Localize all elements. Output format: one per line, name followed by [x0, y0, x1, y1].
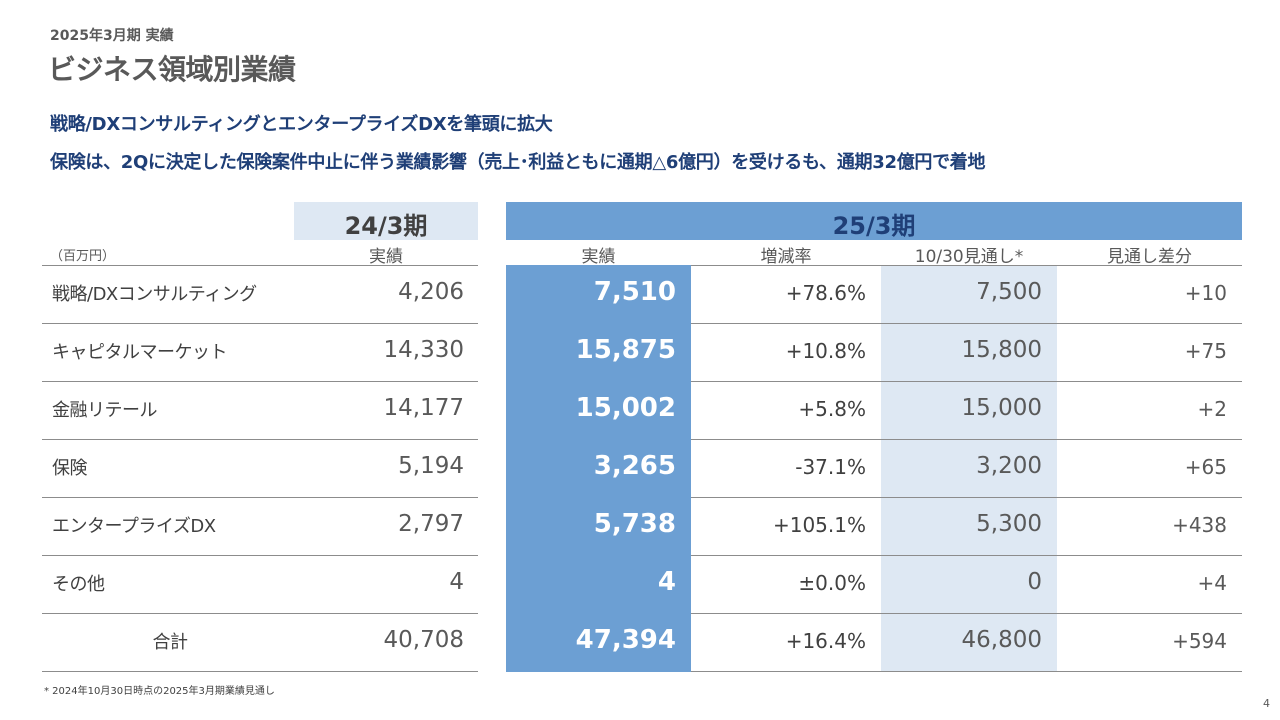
cur-actual-value: 47,394 [575, 625, 676, 655]
cur-actual-value: 4 [657, 567, 676, 597]
row-divider [42, 323, 478, 324]
headline-2: 保険は、2Qに決定した保険案件中止に伴う業績影響（売上･利益ともに通期△6億円）… [50, 152, 986, 173]
row-divider [42, 381, 478, 382]
prev-actual-value: 5,194 [398, 453, 464, 479]
col-header-forecast: 10/30見通し* [914, 247, 1024, 267]
cur-period-header-bg [506, 202, 1242, 240]
prev-actual-value: 4 [449, 569, 464, 595]
row-divider [691, 265, 1242, 266]
forecast-diff-value: +4 [1197, 571, 1227, 595]
row-label: その他 [52, 574, 105, 595]
row-divider [42, 439, 478, 440]
growth-rate-value: +16.4% [785, 629, 866, 653]
cur-actual-column-bg [506, 265, 691, 672]
prev-period-header-bg [294, 202, 478, 240]
prev-actual-value: 14,330 [383, 337, 464, 363]
cur-actual-value: 3,265 [593, 451, 676, 481]
row-label: キャピタルマーケット [52, 342, 228, 363]
period-label: 2025年3月期 実績 [50, 28, 174, 44]
unit-label: （百万円） [50, 249, 116, 264]
forecast-value: 15,800 [961, 337, 1042, 363]
prev-actual-value: 2,797 [398, 511, 464, 537]
forecast-diff-value: +594 [1172, 629, 1227, 653]
row-divider [691, 671, 1242, 672]
row-label: 戦略/DXコンサルティング [52, 284, 257, 305]
prev-period-header: 24/3期 [344, 212, 428, 240]
row-divider [42, 497, 478, 498]
forecast-diff-value: +2 [1197, 397, 1227, 421]
row-divider [691, 381, 1242, 382]
growth-rate-value: ±0.0% [798, 571, 866, 595]
growth-rate-value: +105.1% [772, 513, 866, 537]
cur-actual-value: 5,738 [593, 509, 676, 539]
forecast-diff-value: +10 [1184, 281, 1227, 305]
row-divider [42, 555, 478, 556]
forecast-diff-value: +65 [1184, 455, 1227, 479]
col-header-cur-actual: 実績 [581, 247, 616, 267]
row-divider [691, 439, 1242, 440]
growth-rate-value: -37.1% [795, 455, 866, 479]
row-divider [42, 265, 478, 266]
forecast-value: 46,800 [961, 627, 1042, 653]
col-header-diff: 見通し差分 [1107, 247, 1192, 267]
growth-rate-value: +10.8% [785, 339, 866, 363]
row-divider [691, 555, 1242, 556]
cur-actual-value: 7,510 [593, 277, 676, 307]
footnote: * 2024年10月30日時点の2025年3月期業績見通し [44, 686, 275, 697]
forecast-value: 7,500 [976, 279, 1042, 305]
headline-1: 戦略/DXコンサルティングとエンタープライズDXを筆頭に拡大 [50, 114, 553, 135]
row-divider [691, 323, 1242, 324]
cur-period-header: 25/3期 [832, 212, 916, 240]
row-label: エンタープライズDX [52, 516, 216, 537]
col-header-rate: 増減率 [760, 247, 812, 267]
row-label: 保険 [52, 458, 88, 479]
cur-actual-value: 15,875 [575, 335, 676, 365]
forecast-value: 0 [1027, 569, 1042, 595]
row-divider [691, 613, 1242, 614]
row-divider [42, 671, 478, 672]
forecast-value: 3,200 [976, 453, 1042, 479]
prev-actual-value: 4,206 [398, 279, 464, 305]
row-divider [691, 497, 1242, 498]
cur-actual-value: 15,002 [575, 393, 676, 423]
row-divider [42, 613, 478, 614]
row-label: 合計 [152, 632, 189, 653]
growth-rate-value: +78.6% [785, 281, 866, 305]
page-title: ビジネス領域別業績 [48, 53, 296, 86]
forecast-value: 5,300 [976, 511, 1042, 537]
forecast-diff-value: +75 [1184, 339, 1227, 363]
row-label: 金融リテール [52, 400, 158, 421]
forecast-value: 15,000 [961, 395, 1042, 421]
prev-actual-value: 40,708 [383, 627, 464, 653]
col-header-prev-actual: 実績 [369, 247, 403, 267]
forecast-diff-value: +438 [1172, 513, 1227, 537]
prev-actual-value: 14,177 [383, 395, 464, 421]
growth-rate-value: +5.8% [798, 397, 866, 421]
page-number: 4 [1263, 697, 1270, 710]
forecast-column-bg [881, 265, 1057, 672]
